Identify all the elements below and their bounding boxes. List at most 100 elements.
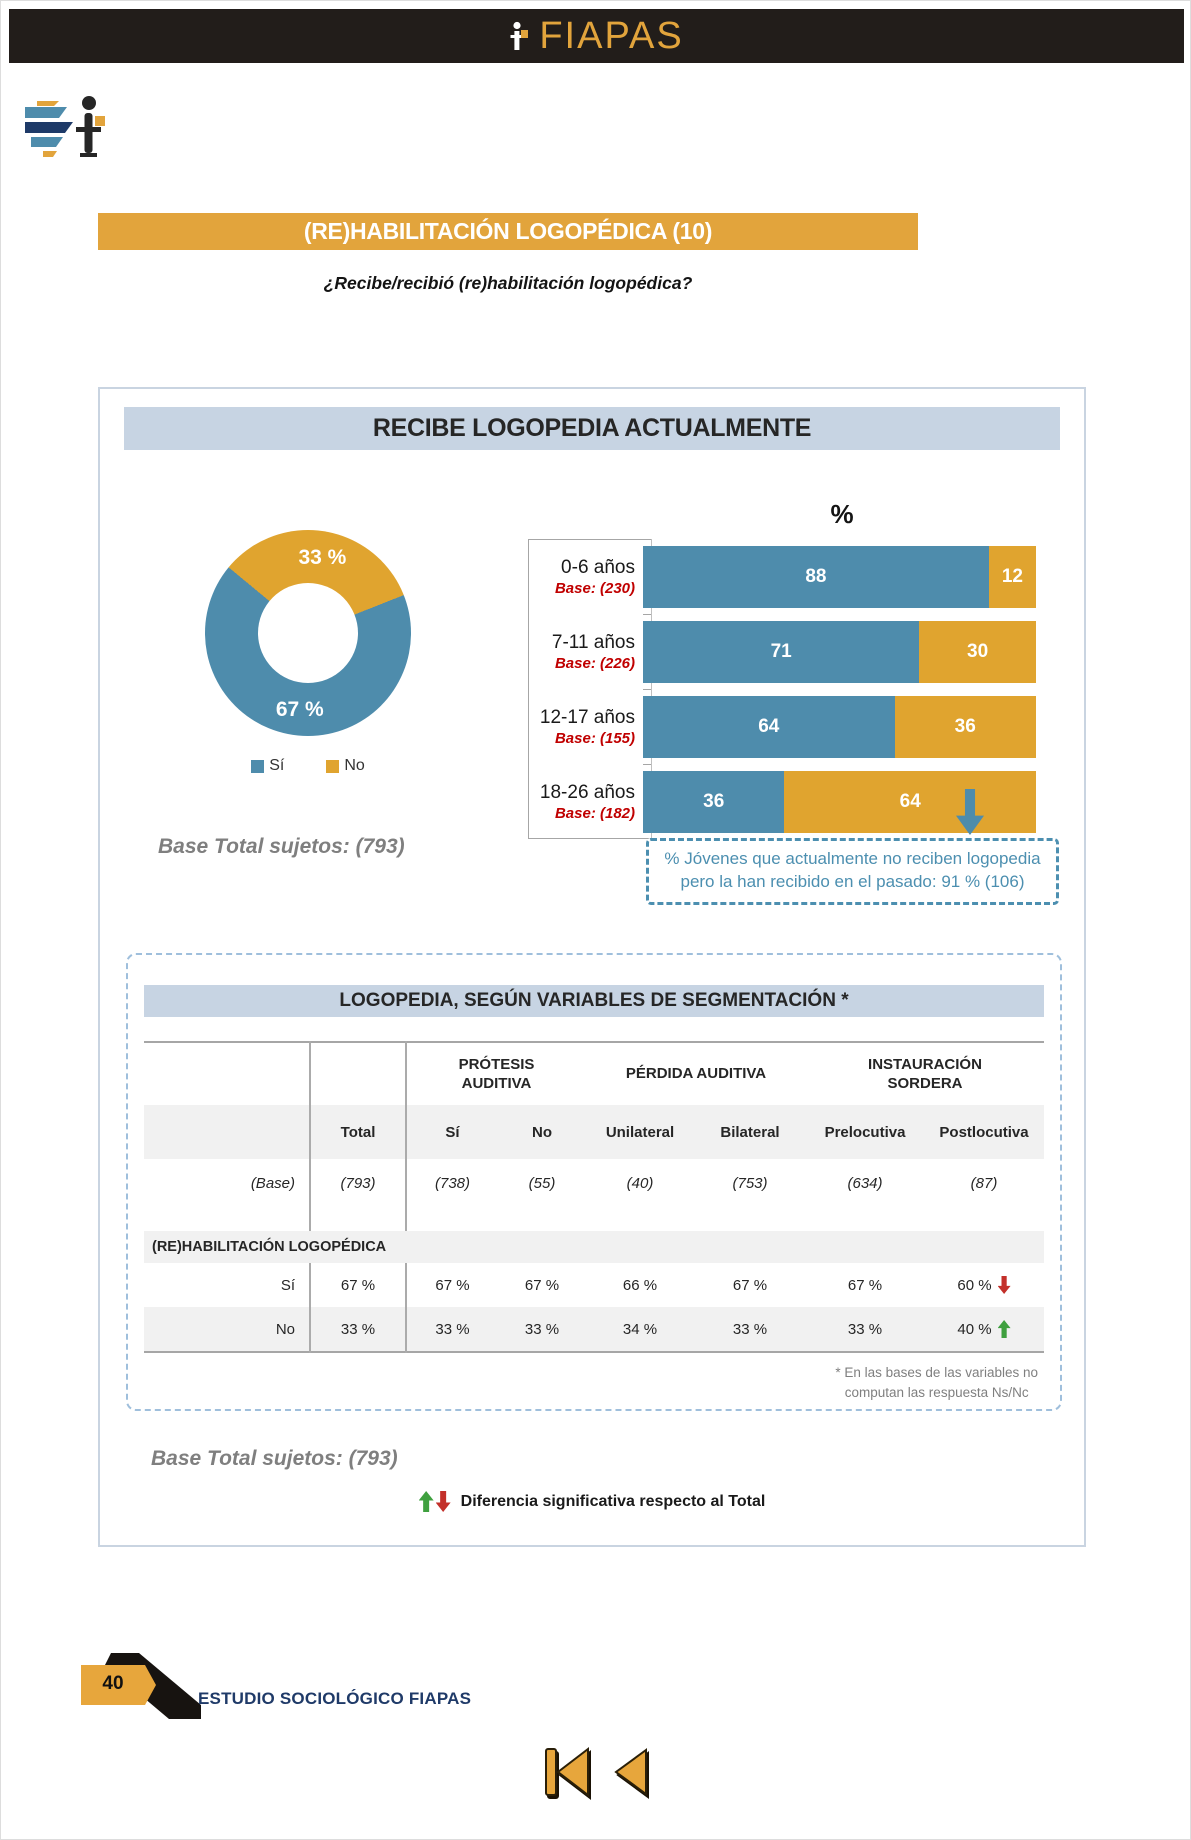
table-column-header-row: Total Sí No Unilateral Bilateral Prelocu…: [144, 1105, 1044, 1159]
cell-value: 67 %: [435, 1276, 470, 1294]
base-value: (87): [970, 1174, 998, 1192]
table-row-no: No 33 % 33 % 33 % 34 % 33 % 33 % 40 %: [144, 1307, 1044, 1352]
row-label: Sí: [144, 1263, 311, 1307]
legend-item-si: Sí: [251, 757, 284, 775]
base-value: (738): [434, 1174, 471, 1192]
cell-value: 33 %: [694, 1307, 806, 1352]
column-header: Postlocutiva: [924, 1105, 1044, 1159]
bar-category-label: 7-11 años: [551, 631, 635, 653]
legend-swatch-no-icon: [326, 759, 340, 773]
donut-label-si: 67 %: [275, 698, 324, 721]
bar-segment-si: 88: [643, 545, 989, 608]
cell-value: 67 %: [847, 1276, 883, 1294]
cell-value: 33 %: [406, 1307, 498, 1352]
bar-segment-no: 36: [894, 695, 1036, 758]
base-value: (793): [310, 1159, 407, 1207]
stacked-bar: 36 64: [643, 770, 1036, 833]
bar-category-base: Base: (182): [554, 804, 635, 822]
row-label: No: [144, 1307, 311, 1352]
donut-legend: Sí No: [205, 757, 411, 775]
significance-legend: Diferencia significativa respecto al Tot…: [100, 1491, 1084, 1512]
note-box: % Jóvenes que actualmente no reciben log…: [646, 838, 1059, 905]
bar-row: 18-26 años Base: (182) 36 64: [488, 764, 1036, 839]
group-header-perdida: PÉRDIDA AUDITIVA: [625, 1065, 767, 1083]
legend-swatch-si-icon: [251, 759, 265, 773]
bar-category-label: 0-6 años: [561, 556, 635, 578]
footer-study-label: ESTUDIO SOCIOLÓGICO FIAPAS: [198, 1689, 472, 1708]
skip-to-first-icon: [544, 1746, 589, 1798]
table-group-header-row: PRÓTESIS AUDITIVA PÉRDIDA AUDITIVA INSTA…: [144, 1042, 1044, 1105]
cell-value: 33 %: [806, 1307, 924, 1352]
bar-segment-no: 30: [919, 620, 1036, 683]
cell-value: 33 %: [498, 1307, 586, 1352]
column-header: Sí: [406, 1105, 498, 1159]
bar-segment-no: 64: [784, 770, 1036, 833]
bar-segment-si: 71: [643, 620, 920, 683]
column-header: Prelocutiva: [806, 1105, 924, 1159]
table-base-row: (Base) (793) (738) (55) (40) (753) (634)…: [144, 1159, 1044, 1207]
question-text: ¿Recibe/recibió (re)habilitación logopéd…: [323, 273, 693, 293]
chart-panel-title: RECIBE LOGOPEDIA ACTUALMENTE: [124, 407, 1060, 450]
cell-value: 67 %: [524, 1276, 560, 1294]
legend-item-no: No: [326, 757, 365, 775]
bar-chart: 0-6 años Base: (230) 88 12 7-11 años Bas…: [488, 539, 1036, 839]
section-label: (RE)HABILITACIÓN LOGOPÉDICA: [144, 1231, 1044, 1263]
section-banner-title: (RE)HABILITACIÓN LOGOPÉDICA (10): [303, 218, 713, 244]
bar-category-label: 18-26 años: [539, 781, 635, 803]
bar-segment-si: 64: [643, 695, 895, 758]
back-icon: [613, 1748, 647, 1796]
nav-buttons: [1, 1745, 1190, 1801]
column-header: Unilateral: [586, 1105, 694, 1159]
stacked-bar: 71 30: [643, 620, 1036, 683]
up-arrow-icon: [418, 1491, 434, 1512]
base-value: (634): [847, 1174, 883, 1192]
segmentation-title: LOGOPEDIA, SEGÚN VARIABLES DE SEGMENTACI…: [144, 985, 1044, 1017]
legend-label-si: Sí: [269, 757, 285, 774]
table-footnote: * En las bases de las variables no compu…: [835, 1365, 1038, 1401]
base-value: (753): [732, 1174, 768, 1192]
table-row-si: Sí 67 % 67 % 67 % 66 % 67 % 67 % 60 %: [144, 1263, 1044, 1307]
significance-legend-text: Diferencia significativa respecto al Tot…: [460, 1492, 766, 1510]
base-value: (55): [528, 1174, 556, 1192]
bar-category-label: 12-17 años: [539, 706, 635, 728]
segmentation-panel: LOGOPEDIA, SEGÚN VARIABLES DE SEGMENTACI…: [126, 953, 1062, 1411]
fiapas-figure-icon: [509, 21, 531, 51]
chart-panel: RECIBE LOGOPEDIA ACTUALMENTE 33 % 67 % S…: [98, 387, 1086, 1547]
table-section-row: (RE)HABILITACIÓN LOGOPÉDICA: [144, 1231, 1044, 1263]
base-value: (40): [626, 1174, 654, 1192]
nav-first-button[interactable]: [541, 1745, 593, 1801]
bar-category-base: Base: (230): [554, 579, 635, 597]
significance-arrow-icon: [997, 1276, 1011, 1294]
bar-category-base: Base: (226): [554, 654, 635, 672]
base-total-text: Base Total sujetos: (793): [158, 835, 405, 858]
page-number-tab: 40: [81, 1653, 203, 1719]
note-line-2: pero la han recibido en el pasado: 91 % …: [680, 871, 1025, 891]
column-header: Total: [310, 1105, 407, 1159]
bar-row: 7-11 años Base: (226) 71 30: [488, 614, 1036, 689]
section-banner: (RE)HABILITACIÓN LOGOPÉDICA (10): [98, 213, 918, 250]
base-total-text-2: Base Total sujetos: (793): [151, 1447, 398, 1470]
bar-row: 12-17 años Base: (155) 64 36: [488, 689, 1036, 764]
stacked-bar: 88 12: [643, 545, 1036, 608]
cell-value-with-arrow: 40 %: [924, 1307, 1044, 1352]
cell-value: 67 %: [310, 1263, 407, 1307]
cell-value: 66 %: [622, 1276, 658, 1294]
segmentation-table: PRÓTESIS AUDITIVA PÉRDIDA AUDITIVA INSTA…: [144, 1041, 1044, 1353]
nav-back-button[interactable]: [609, 1745, 651, 1801]
stacked-bar: 64 36: [643, 695, 1036, 758]
note-line-1: % Jóvenes que actualmente no reciben log…: [664, 849, 1041, 868]
significance-arrow-icon: [997, 1320, 1011, 1338]
cell-value: 33 %: [310, 1307, 407, 1352]
base-label: (Base): [144, 1159, 311, 1207]
cell-value: 67 %: [732, 1276, 768, 1294]
cell-value-with-arrow: 60 %: [924, 1263, 1044, 1307]
bar-segment-si: 36: [643, 770, 785, 833]
down-arrow-icon: [435, 1491, 451, 1512]
donut-label-no: 33 %: [298, 546, 347, 569]
brand-title: FIAPAS: [539, 15, 684, 57]
group-header-instauracion: INSTAURACIÓN SORDERA: [868, 1055, 982, 1093]
fiapas-logo-mark: [23, 87, 113, 177]
percent-axis-label: %: [830, 499, 854, 529]
donut-chart: 33 % 67 %: [205, 530, 411, 736]
